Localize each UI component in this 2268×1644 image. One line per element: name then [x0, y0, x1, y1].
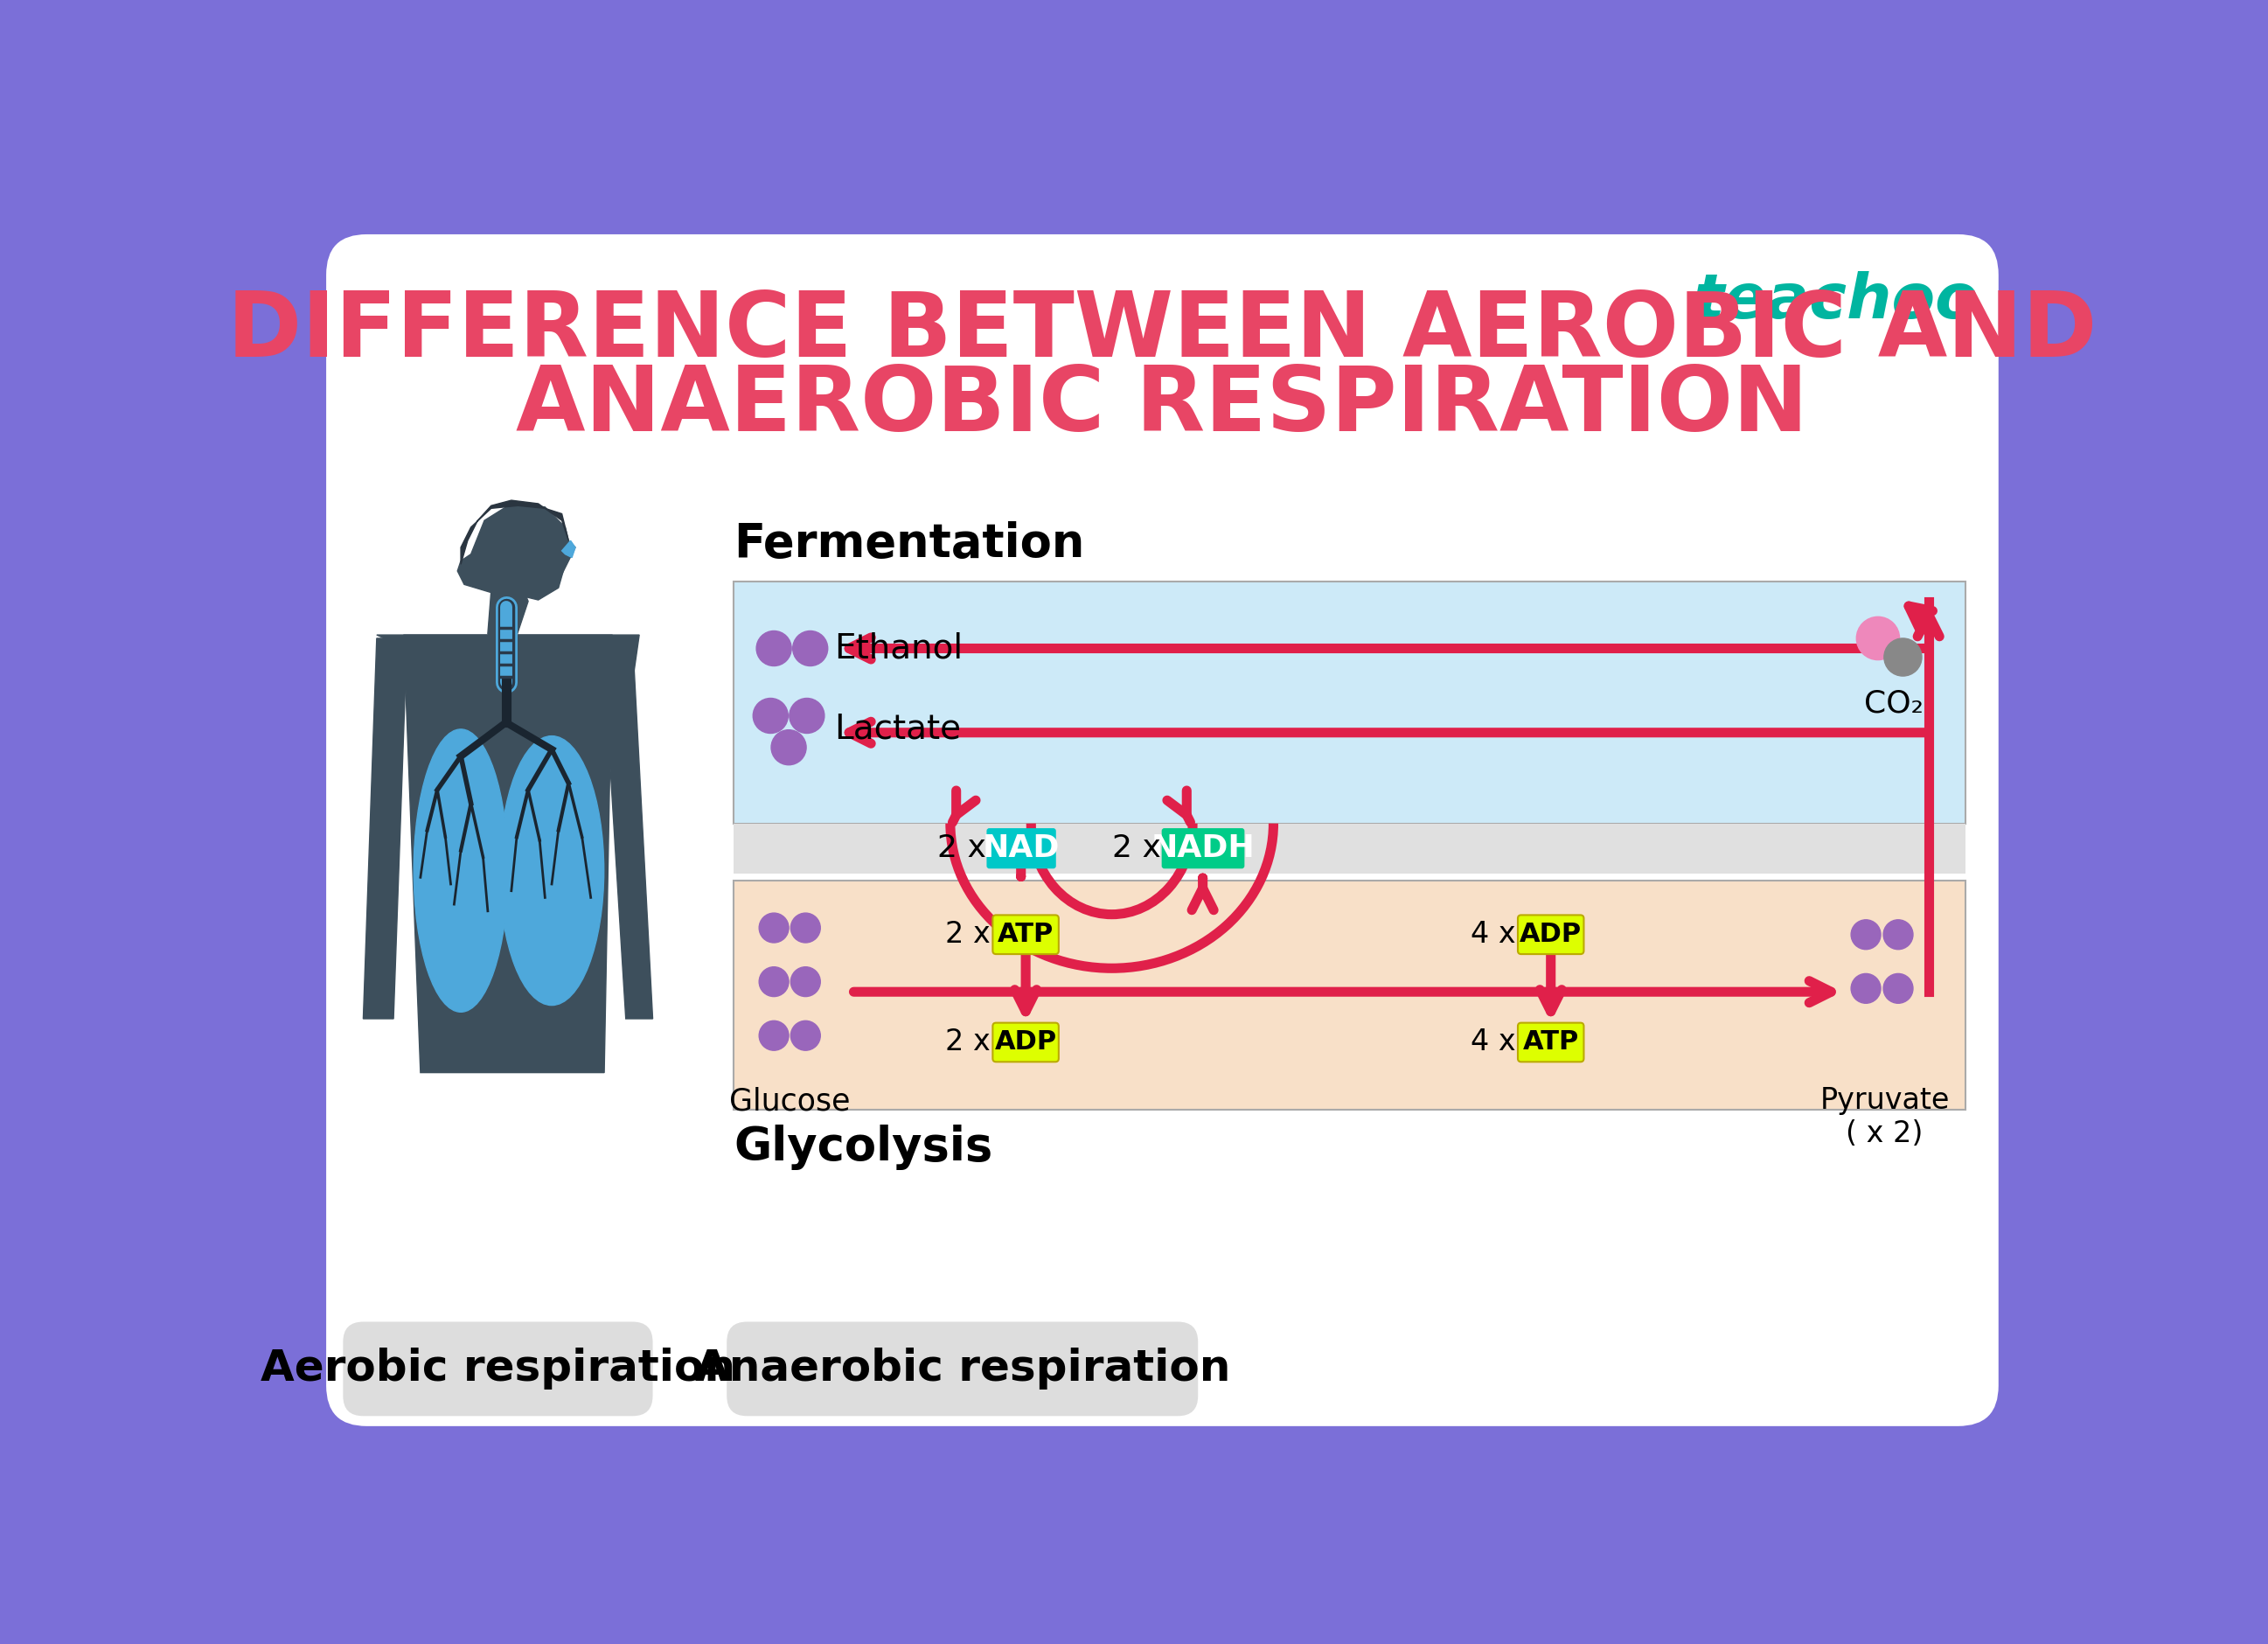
Circle shape: [794, 631, 828, 666]
Circle shape: [1851, 973, 1880, 1003]
Text: ADP: ADP: [996, 1029, 1057, 1055]
Polygon shape: [565, 541, 576, 557]
Text: ATP: ATP: [998, 922, 1055, 947]
Text: ADP: ADP: [1520, 922, 1581, 947]
Circle shape: [1851, 919, 1880, 949]
Text: DIFFERENCE BETWEEN AEROBIC AND: DIFFERENCE BETWEEN AEROBIC AND: [227, 288, 2098, 376]
Text: ATP: ATP: [1522, 1029, 1579, 1055]
Circle shape: [753, 699, 787, 733]
FancyBboxPatch shape: [733, 580, 1966, 824]
Text: Aerobic respiration: Aerobic respiration: [261, 1348, 735, 1389]
Circle shape: [792, 1021, 821, 1051]
Polygon shape: [562, 541, 576, 557]
Circle shape: [1857, 616, 1901, 659]
Text: teachoo: teachoo: [1694, 271, 1980, 332]
Circle shape: [789, 699, 823, 733]
Polygon shape: [603, 638, 653, 1019]
Text: Glycolysis: Glycolysis: [733, 1124, 993, 1171]
Text: 2 x: 2 x: [937, 834, 987, 863]
Text: Lactate: Lactate: [835, 712, 962, 746]
Circle shape: [1882, 919, 1912, 949]
FancyBboxPatch shape: [1517, 1023, 1583, 1062]
Polygon shape: [522, 564, 565, 600]
Text: Fermentation: Fermentation: [733, 521, 1084, 566]
Circle shape: [760, 1021, 789, 1051]
Circle shape: [792, 912, 821, 942]
FancyBboxPatch shape: [726, 1322, 1198, 1415]
Text: 2 x: 2 x: [1111, 834, 1161, 863]
Circle shape: [1882, 973, 1912, 1003]
Polygon shape: [404, 635, 612, 1072]
Polygon shape: [458, 503, 572, 595]
Polygon shape: [376, 635, 640, 682]
FancyBboxPatch shape: [993, 1023, 1059, 1062]
Text: Ethanol: Ethanol: [835, 631, 964, 666]
FancyBboxPatch shape: [327, 235, 1998, 1425]
FancyBboxPatch shape: [733, 824, 1966, 875]
Text: ANAEROBIC RESPIRATION: ANAEROBIC RESPIRATION: [517, 362, 1808, 450]
Text: Glucose: Glucose: [728, 1087, 850, 1116]
Text: 2 x: 2 x: [946, 1028, 991, 1057]
Text: 2 x: 2 x: [946, 921, 991, 949]
FancyBboxPatch shape: [342, 1322, 653, 1415]
Polygon shape: [460, 500, 569, 564]
Circle shape: [760, 967, 789, 996]
Text: Pyruvate
( x 2): Pyruvate ( x 2): [1819, 1087, 1950, 1149]
Text: NAD: NAD: [982, 834, 1059, 863]
Ellipse shape: [413, 730, 508, 1013]
Text: NADH: NADH: [1150, 834, 1254, 863]
Ellipse shape: [499, 737, 603, 1004]
Circle shape: [1885, 638, 1921, 676]
Text: 4 x: 4 x: [1470, 1028, 1515, 1057]
Text: CO₂: CO₂: [1864, 689, 1923, 718]
Circle shape: [758, 631, 792, 666]
Text: 4 x: 4 x: [1470, 921, 1515, 949]
FancyBboxPatch shape: [993, 916, 1059, 954]
Circle shape: [792, 967, 821, 996]
Polygon shape: [363, 638, 406, 1019]
Circle shape: [771, 730, 805, 764]
FancyBboxPatch shape: [1161, 829, 1245, 868]
Text: Anaerobic respiration: Anaerobic respiration: [694, 1348, 1229, 1389]
Circle shape: [760, 912, 789, 942]
FancyBboxPatch shape: [987, 829, 1057, 868]
Polygon shape: [488, 585, 528, 648]
FancyBboxPatch shape: [733, 881, 1966, 1110]
FancyBboxPatch shape: [1517, 916, 1583, 954]
